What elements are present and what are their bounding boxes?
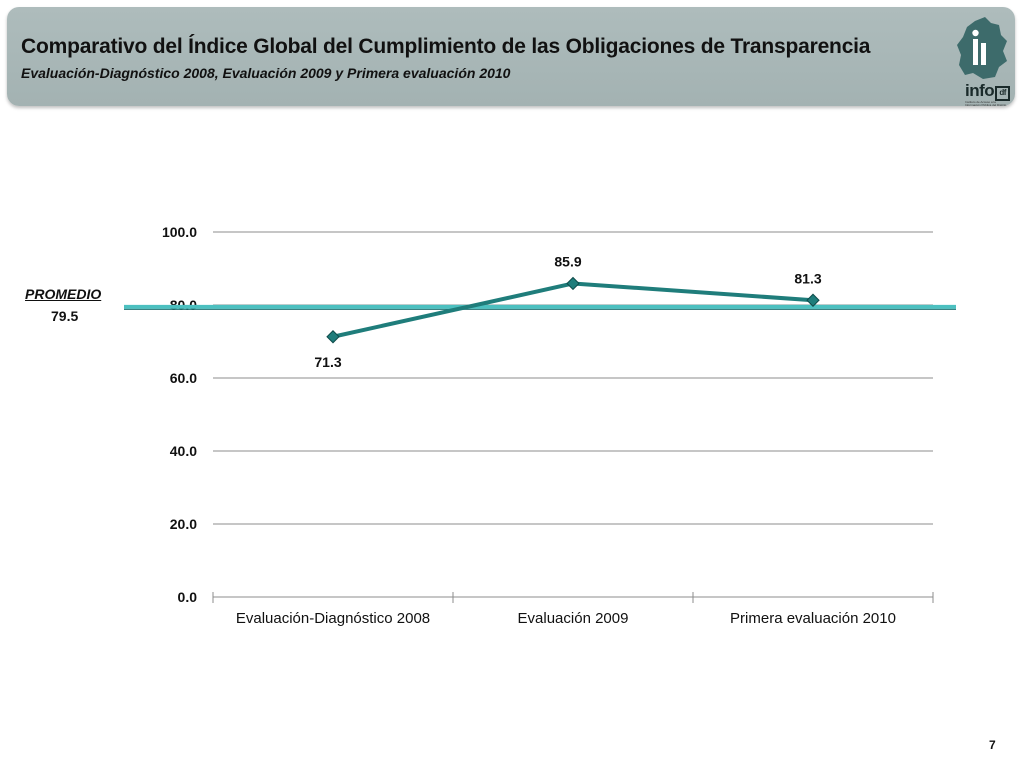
series-path xyxy=(332,281,814,339)
logo-wordmark-box: df xyxy=(995,86,1011,101)
y-tick-label: 60.0 xyxy=(170,370,197,386)
series-line xyxy=(326,276,820,344)
data-labels: 71.3 85.9 81.3 xyxy=(314,253,821,369)
y-tick-label: 100.0 xyxy=(162,224,197,240)
x-axis-tick-labels: Evaluación-Diagnóstico 2008 Evaluación 20… xyxy=(236,610,896,627)
promedio-value: 79.5 xyxy=(51,308,79,324)
slide-title: Comparativo del Índice Global del Cumpli… xyxy=(21,35,871,58)
promedio-label: PROMEDIO xyxy=(25,286,102,302)
x-tick-label: Evaluación 2009 xyxy=(518,610,629,627)
x-tick-label: Evaluación-Diagnóstico 2008 xyxy=(236,610,430,627)
data-point-marker xyxy=(806,293,820,307)
page-number: 7 xyxy=(989,738,996,752)
infodf-logo: info df Instituto de Acceso a la Informac… xyxy=(951,15,1013,107)
map-emblem-icon xyxy=(957,17,1007,79)
y-tick-label: 20.0 xyxy=(170,516,197,532)
y-tick-label: 40.0 xyxy=(170,443,197,459)
grid-lines xyxy=(213,231,933,525)
data-label: 81.3 xyxy=(794,270,821,286)
slide-subtitle: Evaluación-Diagnóstico 2008, Evaluación … xyxy=(21,65,511,81)
logo-caption: Instituto de Acceso a la Información Púb… xyxy=(965,101,1007,107)
logo-wordmark: info df xyxy=(965,81,1011,101)
data-point-marker xyxy=(326,330,340,344)
y-tick-label: 0.0 xyxy=(178,589,198,605)
data-label: 85.9 xyxy=(554,253,581,269)
x-axis xyxy=(212,592,934,603)
x-tick-label: Primera evaluación 2010 xyxy=(730,610,896,627)
data-point-marker xyxy=(566,276,580,291)
promedio-reference-line xyxy=(124,304,956,310)
slide-header: Comparativo del Índice Global del Cumpli… xyxy=(7,7,1015,107)
data-label: 71.3 xyxy=(314,354,341,370)
